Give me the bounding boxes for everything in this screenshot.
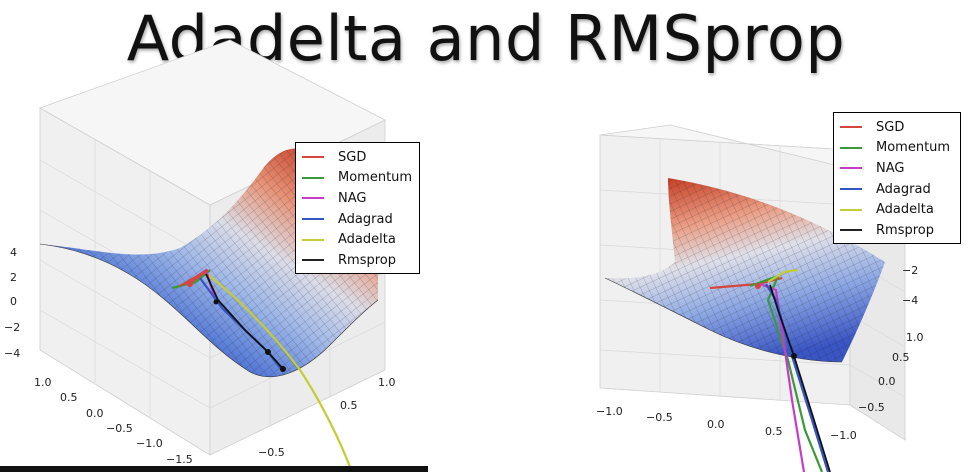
legend-swatch bbox=[302, 238, 324, 241]
left-ytick-2: 0.0 bbox=[86, 407, 104, 420]
legend-entry-nag: NAG bbox=[302, 188, 413, 209]
legend-entry-adadelta: Adadelta bbox=[840, 199, 954, 220]
legend-swatch bbox=[302, 218, 324, 221]
legend-entry-adadelta: Adadelta bbox=[302, 229, 413, 250]
legend-entry-adagrad: Adagrad bbox=[840, 179, 954, 200]
right-legend: SGD Momentum NAG Adagrad Adadelta Rmspro… bbox=[833, 112, 961, 244]
legend-entry-momentum: Momentum bbox=[840, 138, 954, 159]
legend-label: Rmsprop bbox=[876, 222, 934, 238]
left-ytick-1: 0.5 bbox=[60, 391, 78, 404]
legend-label: Rmsprop bbox=[338, 252, 396, 268]
bottom-divider-bar bbox=[0, 466, 428, 472]
left-path-sgd bbox=[179, 269, 209, 287]
legend-label: NAG bbox=[876, 160, 905, 176]
legend-entry-sgd: SGD bbox=[840, 117, 954, 138]
left-xtick-0: 1.0 bbox=[378, 376, 396, 389]
left-ytick-5: −1.5 bbox=[166, 453, 193, 466]
legend-entry-rmsprop: Rmsprop bbox=[302, 250, 413, 271]
legend-swatch bbox=[840, 229, 862, 232]
legend-label: Adagrad bbox=[876, 181, 931, 197]
legend-label: SGD bbox=[338, 149, 367, 165]
legend-entry-sgd: SGD bbox=[302, 147, 413, 168]
legend-swatch bbox=[302, 176, 324, 179]
legend-swatch bbox=[840, 146, 862, 149]
legend-swatch bbox=[302, 197, 324, 200]
right-ytick-1: 0.5 bbox=[892, 351, 910, 364]
legend-label: Adadelta bbox=[338, 232, 396, 248]
legend-entry-rmsprop: Rmsprop bbox=[840, 220, 954, 241]
legend-swatch bbox=[302, 259, 324, 262]
legend-swatch bbox=[840, 208, 862, 211]
legend-label: Adadelta bbox=[876, 202, 934, 218]
left-optimizer-paths bbox=[171, 268, 354, 472]
left-ztick-2: 0 bbox=[10, 295, 17, 308]
left-ztick-0: 4 bbox=[10, 246, 17, 259]
left-xtick-1: 0.5 bbox=[340, 399, 358, 412]
left-legend: SGD Momentum NAG Adagrad Adadelta Rmspro… bbox=[295, 142, 420, 274]
right-ytick-0: 1.0 bbox=[906, 331, 924, 344]
legend-label: NAG bbox=[338, 190, 367, 206]
left-ytick-0: 1.0 bbox=[34, 376, 52, 389]
left-path-adadelta bbox=[204, 271, 354, 472]
legend-swatch bbox=[840, 167, 862, 170]
left-ztick-1: 2 bbox=[10, 271, 17, 284]
left-ytick-4: −1.0 bbox=[136, 437, 163, 450]
right-ztick-0: −2 bbox=[902, 264, 918, 277]
left-ztick-3: −2 bbox=[4, 321, 20, 334]
legend-swatch bbox=[840, 188, 862, 191]
right-xtick-3: 0.5 bbox=[765, 425, 783, 438]
legend-swatch bbox=[840, 126, 862, 129]
left-ztick-4: −4 bbox=[4, 347, 20, 360]
legend-label: Momentum bbox=[338, 170, 413, 186]
legend-label: SGD bbox=[876, 119, 905, 135]
legend-label: Momentum bbox=[876, 140, 951, 156]
left-path-rmsprop bbox=[205, 273, 285, 371]
right-xtick-2: 0.0 bbox=[707, 418, 725, 431]
legend-entry-nag: NAG bbox=[840, 158, 954, 179]
right-xtick-1: −0.5 bbox=[646, 411, 673, 424]
right-path-adadelta bbox=[767, 268, 799, 283]
right-ytick-3: −0.5 bbox=[858, 401, 885, 414]
right-xtick-0: −1.0 bbox=[596, 405, 623, 418]
right-ztick-1: −4 bbox=[902, 294, 918, 307]
right-ytick-2: 0.0 bbox=[878, 375, 896, 388]
left-ytick-3: −0.5 bbox=[106, 422, 133, 435]
legend-swatch bbox=[302, 156, 324, 159]
right-ytick-4: −1.0 bbox=[830, 429, 857, 442]
left-xtick-2: −0.5 bbox=[258, 446, 285, 459]
legend-entry-momentum: Momentum bbox=[302, 168, 413, 189]
legend-entry-adagrad: Adagrad bbox=[302, 209, 413, 230]
legend-label: Adagrad bbox=[338, 211, 393, 227]
right-optimizer-paths bbox=[709, 268, 831, 472]
